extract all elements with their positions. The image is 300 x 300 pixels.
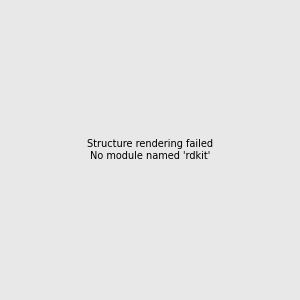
Text: Structure rendering failed
No module named 'rdkit': Structure rendering failed No module nam… bbox=[87, 139, 213, 161]
